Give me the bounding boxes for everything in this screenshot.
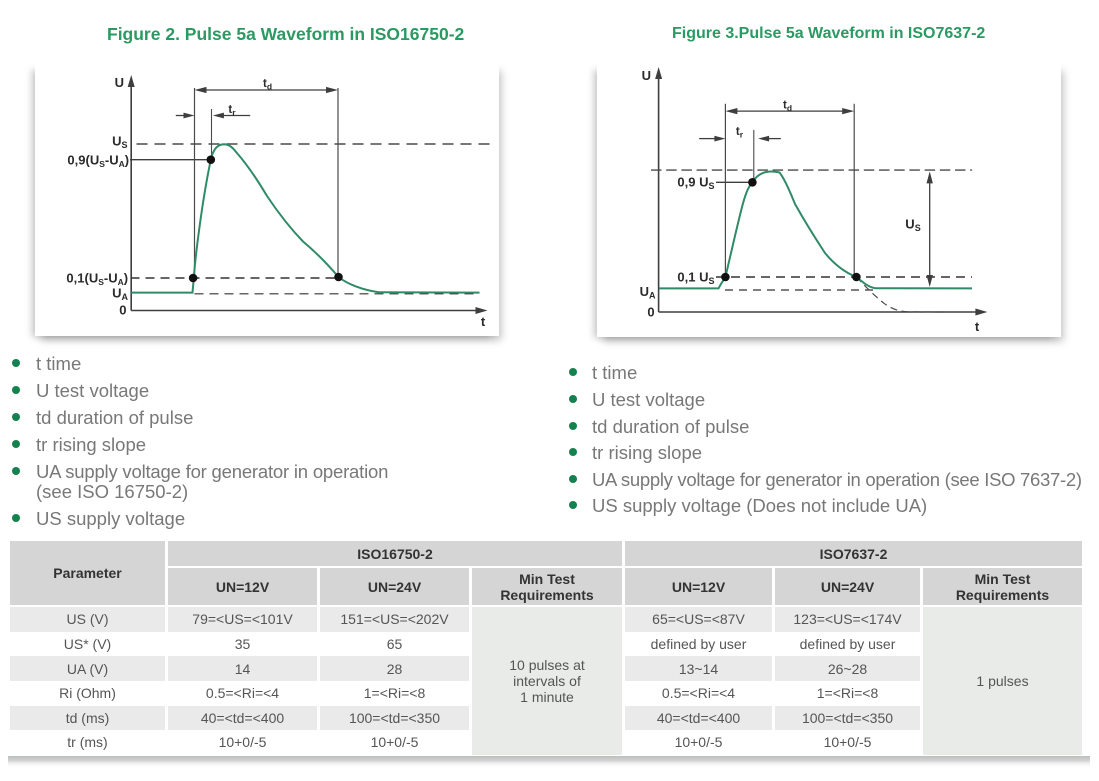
svg-text:0,9 US: 0,9 US <box>677 174 714 191</box>
svg-text:US: US <box>905 216 920 233</box>
svg-text:tr: tr <box>228 104 236 118</box>
svg-text:0,1(US-UA): 0,1(US-UA) <box>66 271 128 288</box>
svg-text:t: t <box>481 314 486 329</box>
svg-text:U: U <box>115 75 124 90</box>
svg-text:0: 0 <box>647 305 654 320</box>
svg-text:UA: UA <box>112 286 128 303</box>
svg-text:0: 0 <box>119 303 126 318</box>
svg-text:0,1 US: 0,1 US <box>677 269 714 286</box>
svg-text:tr: tr <box>736 126 744 140</box>
svg-text:t: t <box>975 319 980 334</box>
svg-text:td: td <box>783 100 792 114</box>
svg-text:UA: UA <box>640 284 656 301</box>
svg-text:US: US <box>112 134 127 151</box>
svg-text:U: U <box>642 68 651 83</box>
svg-text:td: td <box>263 78 272 92</box>
svg-text:0,9(US-UA): 0,9(US-UA) <box>67 153 129 170</box>
